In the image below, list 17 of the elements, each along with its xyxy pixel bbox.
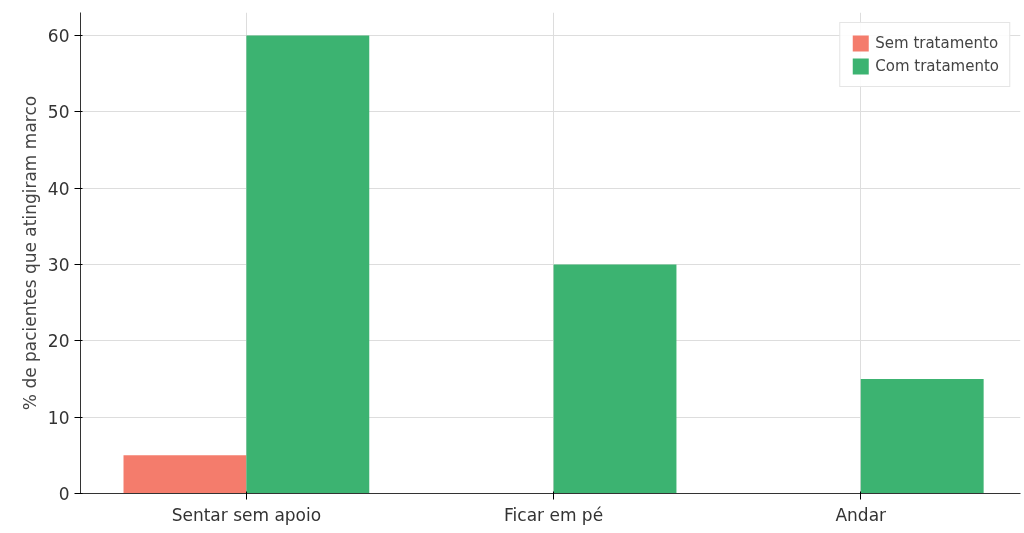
y-tick-label: 20 [47,331,70,352]
legend-label: Com tratamento [875,57,999,75]
y-tick-label: 0 [58,484,70,504]
bar [123,455,247,494]
x-tick-label: Ficar em pé [504,504,604,525]
legend-label: Sem tratamento [875,34,999,52]
y-tick-label: 60 [47,25,70,46]
bar [860,378,984,494]
x-tick-label: Andar [835,504,887,525]
y-tick-label: 10 [47,407,70,428]
bar [553,264,677,494]
y-tick-label: 50 [47,102,70,123]
y-tick-label: 30 [47,254,70,275]
x-tick-label: Sentar sem apoio [171,504,322,525]
y-axis-title: % de pacientes que atingiram marco [19,95,40,411]
bar [246,35,370,494]
y-tick-label: 40 [47,178,70,199]
